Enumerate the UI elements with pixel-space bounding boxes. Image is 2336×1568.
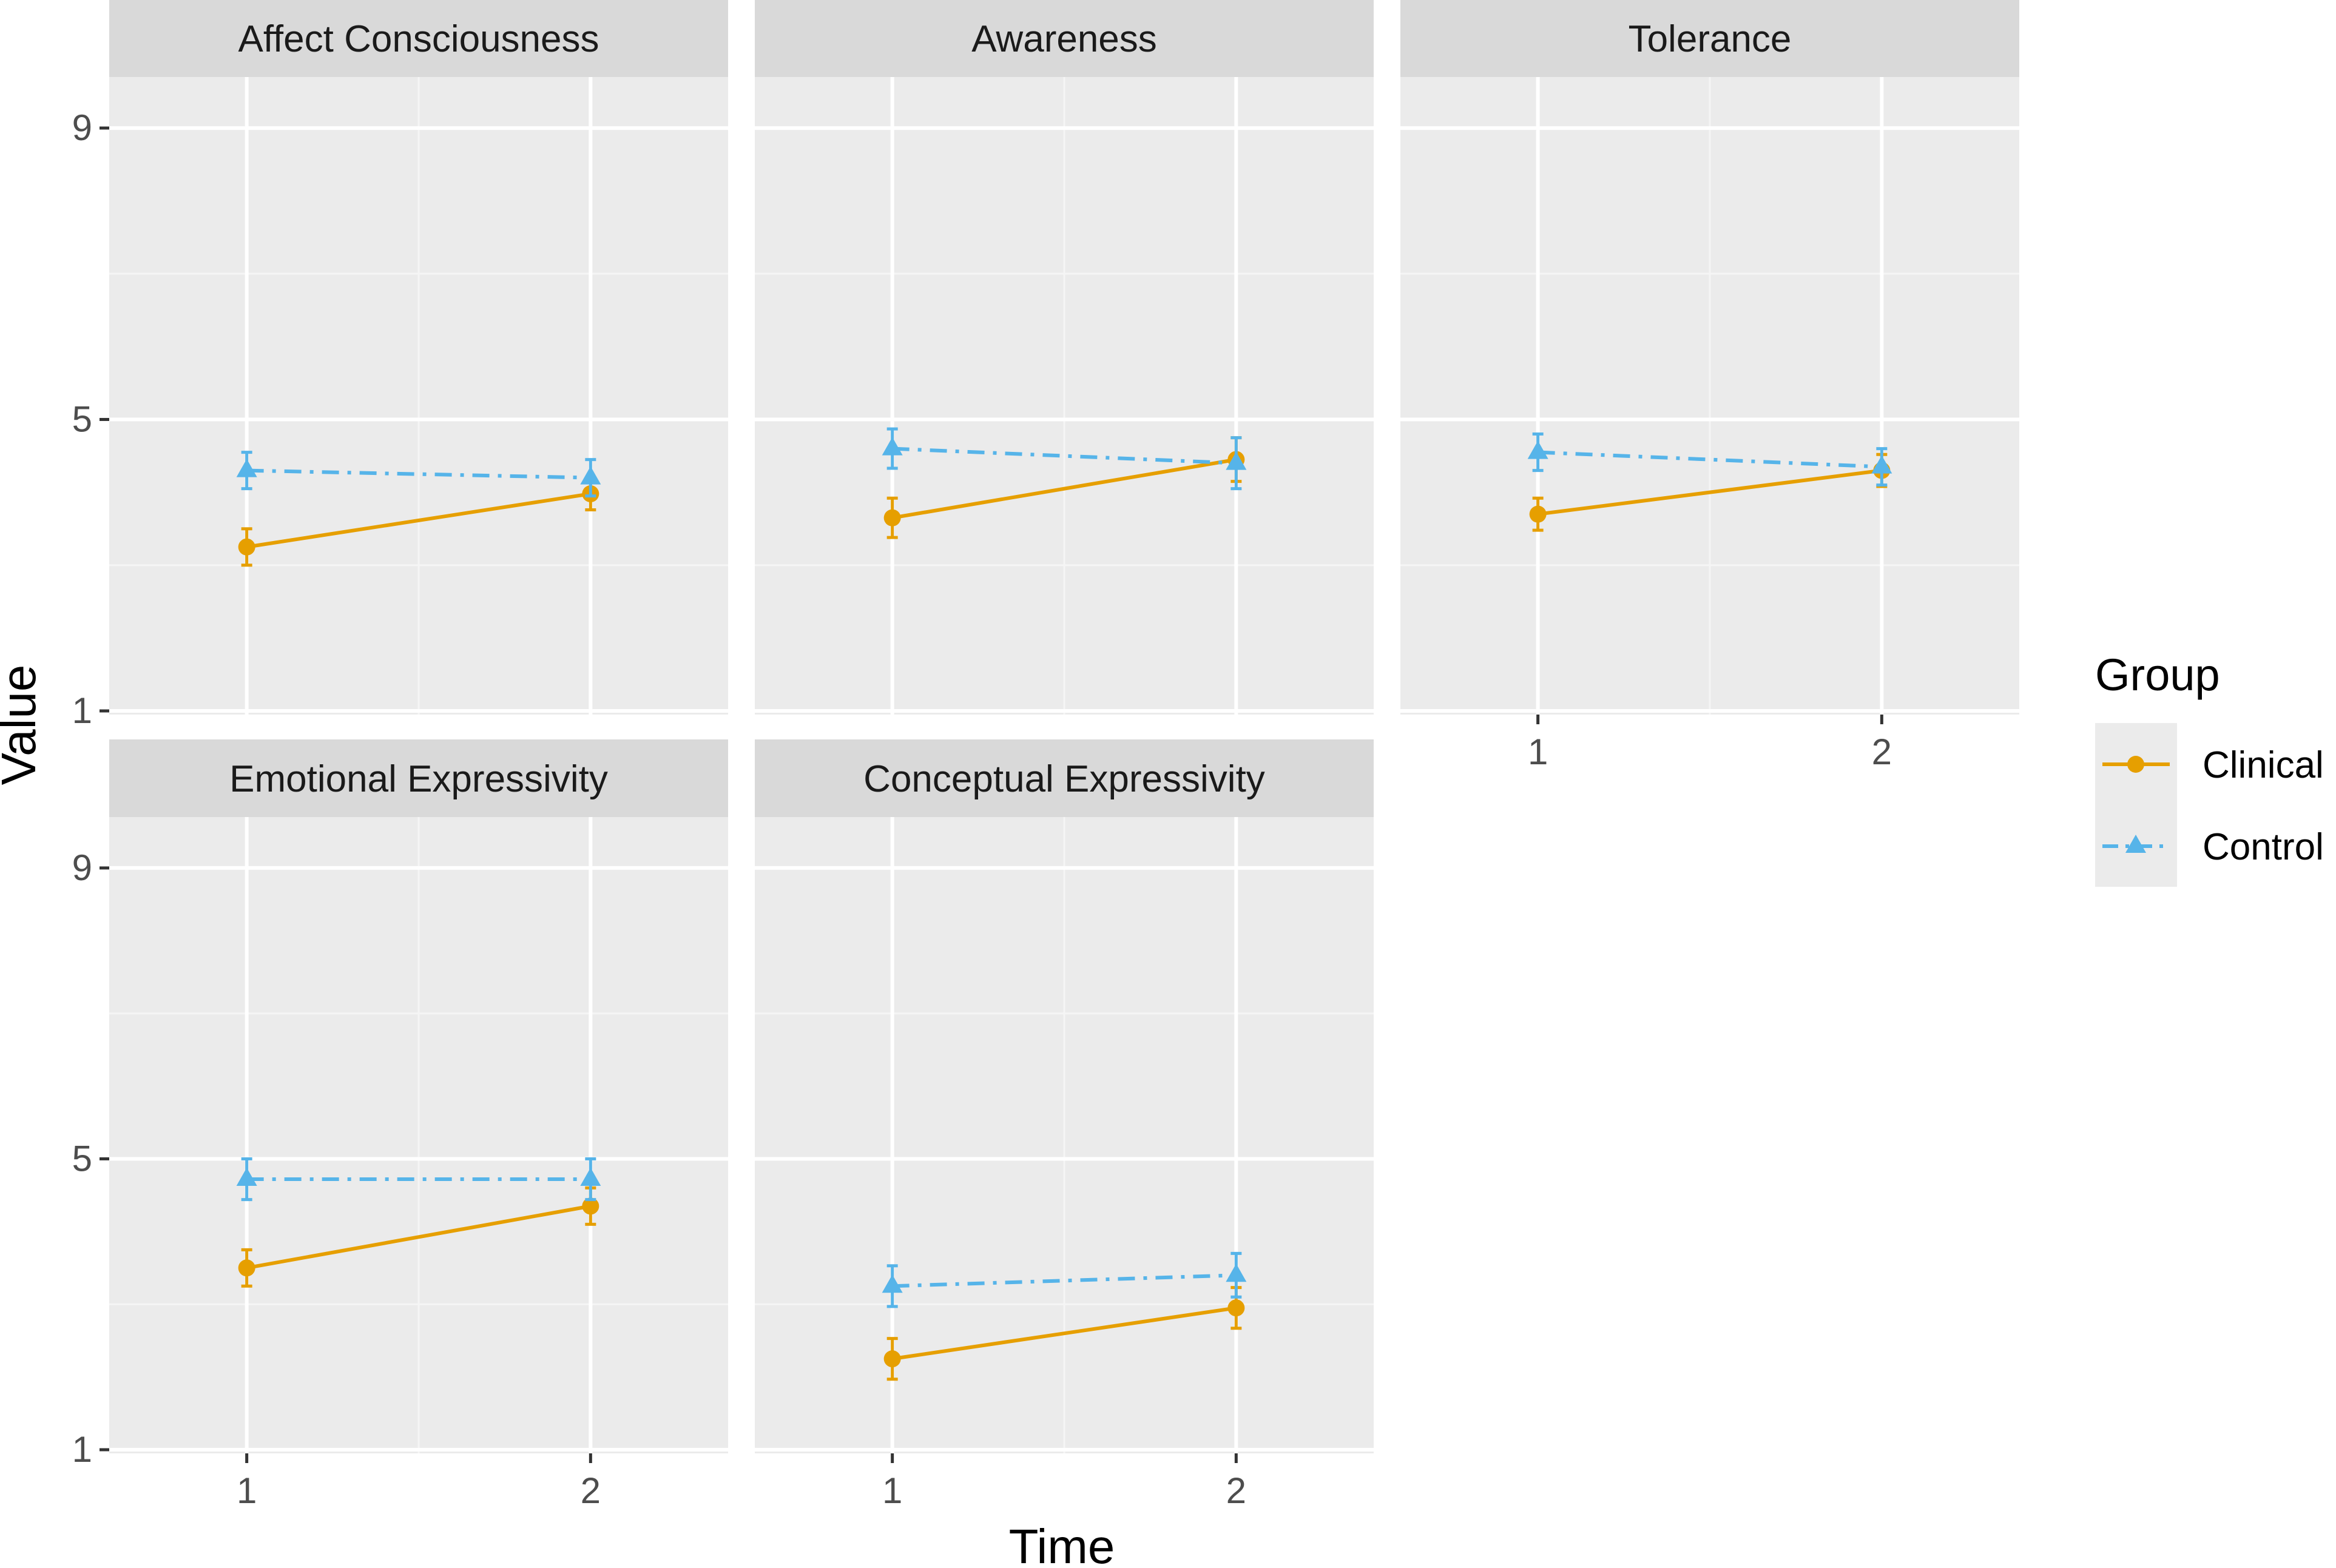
data-point	[580, 466, 601, 485]
data-point	[1527, 440, 1548, 459]
series-control	[882, 1251, 1247, 1308]
y-tick-label: 5	[72, 399, 92, 440]
series-clinical	[238, 1186, 599, 1288]
panel-conceptual-expressivity: Conceptual Expressivity	[755, 739, 1374, 1453]
data-point	[882, 437, 903, 456]
data-point	[580, 1168, 601, 1186]
series-line	[246, 492, 591, 549]
panel-emotional-expressivity: Emotional Expressivity	[109, 739, 728, 1453]
legend-label: Clinical	[2203, 744, 2324, 786]
data-point	[883, 509, 901, 527]
facet-strip	[109, 0, 728, 77]
data-point	[883, 1350, 901, 1368]
x-tick-label: 1	[882, 1470, 902, 1511]
x-tick-label: 2	[1872, 732, 1892, 772]
series-control	[236, 451, 601, 498]
panel-tolerance: Tolerance	[1400, 0, 2019, 715]
y-tick-label: 1	[72, 690, 92, 731]
legend-title: Group	[2095, 650, 2220, 700]
data-point	[1227, 1299, 1245, 1317]
data-point	[238, 538, 255, 556]
y-tick-label: 9	[72, 847, 92, 888]
series-control	[236, 1157, 601, 1202]
axes: 1 5 9 1 2 1 5 9 1 2 1 2	[72, 107, 1892, 1511]
x-tick-label: 1	[237, 1470, 257, 1511]
panel-awareness: Awareness	[755, 0, 1374, 715]
panel-affect-consciousness: Affect Consciousness	[109, 0, 728, 715]
series-line	[892, 457, 1237, 520]
data-point	[882, 1274, 903, 1293]
series-control	[1527, 432, 1892, 487]
facet-strip	[755, 0, 1374, 77]
facet-title: Emotional Expressivity	[229, 758, 608, 800]
legend-label: Control	[2203, 826, 2324, 868]
legend-entry-clinical: Clinical	[2102, 744, 2324, 786]
facet-strip	[755, 739, 1374, 817]
facet-strip	[109, 739, 728, 817]
facet-title: Awareness	[971, 18, 1157, 60]
legend-key-marker	[2127, 756, 2144, 773]
data-point	[236, 459, 257, 477]
legend: Group Clinical Control	[2095, 650, 2324, 887]
legend-key-background	[2095, 723, 2177, 887]
data-point	[1226, 451, 1247, 470]
data-point	[236, 1168, 257, 1186]
legend-key-marker	[2125, 835, 2146, 853]
facet-title: Affect Consciousness	[238, 18, 599, 60]
x-tick-label: 1	[1528, 732, 1548, 772]
y-tick-label: 9	[72, 107, 92, 148]
data-point	[238, 1259, 255, 1277]
panels: Affect Consciousness Awareness Tolerance Em…	[109, 0, 2019, 1453]
data-point	[582, 1197, 599, 1215]
series-line	[246, 1204, 591, 1270]
y-axis-title: Value	[0, 665, 46, 786]
data-point	[1871, 455, 1892, 474]
x-axis-title: Time	[1009, 1519, 1115, 1568]
data-point	[1529, 505, 1547, 523]
facet-title: Conceptual Expressivity	[863, 758, 1265, 800]
series-line	[1538, 468, 1882, 516]
legend-entry-control: Control	[2102, 826, 2324, 868]
facet-strip	[1400, 0, 2019, 77]
y-tick-label: 5	[72, 1138, 92, 1179]
series-line	[892, 1306, 1237, 1361]
series-control	[882, 427, 1247, 491]
x-tick-label: 2	[1226, 1470, 1246, 1511]
data-point	[1226, 1263, 1247, 1282]
facet-title: Tolerance	[1629, 18, 1792, 60]
y-tick-label: 1	[72, 1429, 92, 1470]
x-tick-label: 2	[581, 1470, 601, 1511]
